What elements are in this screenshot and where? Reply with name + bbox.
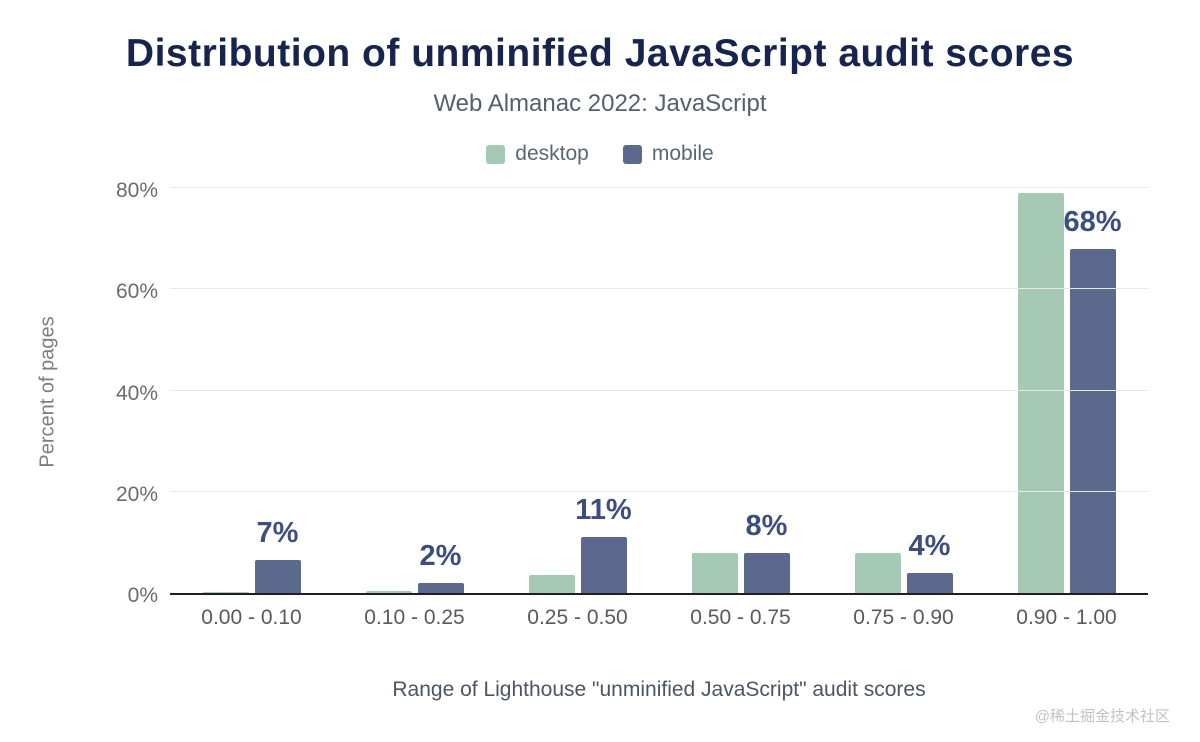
legend-item-mobile[interactable]: mobile: [622, 142, 714, 166]
legend-swatch-mobile: [622, 144, 642, 164]
bar-desktop-0.25-0.50[interactable]: [528, 575, 575, 593]
y-tick-label: 0%: [127, 584, 158, 607]
x-tick-label: 0.50 - 0.75: [690, 606, 791, 629]
bar-mobile-0.75-0.90[interactable]: [906, 572, 953, 593]
gridline-20: [170, 490, 1148, 492]
bar-desktop-0.10-0.25[interactable]: [365, 591, 412, 593]
legend-item-desktop[interactable]: desktop: [486, 142, 589, 166]
gridline-80: [170, 187, 1148, 188]
chart-title: Distribution of unminified JavaScript au…: [125, 32, 1075, 75]
legend-label: desktop: [515, 142, 589, 165]
x-tick-label: 0.25 - 0.50: [527, 606, 628, 629]
legend-label: mobile: [651, 142, 714, 165]
x-tick-label: 0.75 - 0.90: [853, 606, 954, 629]
bar-group-0.90-1.00: 68%: [985, 190, 1148, 593]
bar-desktop-0.50-0.75[interactable]: [691, 552, 738, 593]
bar-mobile-0.50-0.75[interactable]: [743, 552, 790, 593]
data-label: 7%: [256, 517, 299, 550]
y-tick-label: 40%: [115, 381, 158, 405]
x-axis-title: Range of Lighthouse "unminified JavaScri…: [392, 678, 926, 701]
y-tick-label: 60%: [115, 280, 158, 304]
bar-group-0.50-0.75: 8%: [659, 190, 822, 593]
x-tick-label: 0.10 - 0.25: [364, 606, 465, 629]
bar-mobile-0.90-1.00[interactable]: [1069, 248, 1116, 593]
bar-desktop-0.75-0.90[interactable]: [854, 552, 901, 593]
chart-subtitle: Web Almanac 2022: JavaScript: [433, 90, 767, 117]
y-tick-label: 80%: [115, 179, 158, 202]
bar-mobile-0.10-0.25[interactable]: [417, 582, 464, 593]
y-tick-label: 20%: [115, 482, 158, 506]
data-label: 4%: [908, 529, 951, 562]
data-label: 8%: [745, 509, 788, 542]
data-label: 68%: [1063, 205, 1122, 238]
watermark: @稀土掘金技术社区: [1034, 708, 1170, 725]
bar-group-0.00-0.10: 7%: [170, 190, 333, 593]
gridline-40: [170, 389, 1148, 391]
gridline-60: [170, 288, 1148, 290]
data-label: 11%: [575, 494, 632, 527]
x-tick-label: 0.00 - 0.10: [201, 606, 302, 629]
bar-desktop-0.00-0.10[interactable]: [202, 592, 249, 593]
bar-group-0.25-0.50: 11%: [496, 190, 659, 593]
x-tick-label: 0.90 - 1.00: [1016, 606, 1117, 629]
bar-mobile-0.25-0.50[interactable]: [580, 537, 627, 593]
bar-group-0.75-0.90: 4%: [822, 190, 985, 593]
plot-area: 7% 2% 11% 8% 4% 68%: [170, 187, 1148, 595]
bar-mobile-0.00-0.10[interactable]: [254, 560, 301, 593]
bar-group-0.10-0.25: 2%: [333, 190, 496, 593]
legend: desktop mobile: [0, 142, 1200, 166]
legend-swatch-desktop: [486, 144, 506, 164]
x-axis-ticks: 0.00 - 0.10 0.10 - 0.25 0.25 - 0.50 0.50 - …: [170, 606, 1148, 630]
bar-desktop-0.90-1.00[interactable]: [1017, 193, 1064, 593]
bar-groups: 7% 2% 11% 8% 4% 68%: [170, 190, 1148, 593]
data-label: 2%: [419, 539, 462, 572]
